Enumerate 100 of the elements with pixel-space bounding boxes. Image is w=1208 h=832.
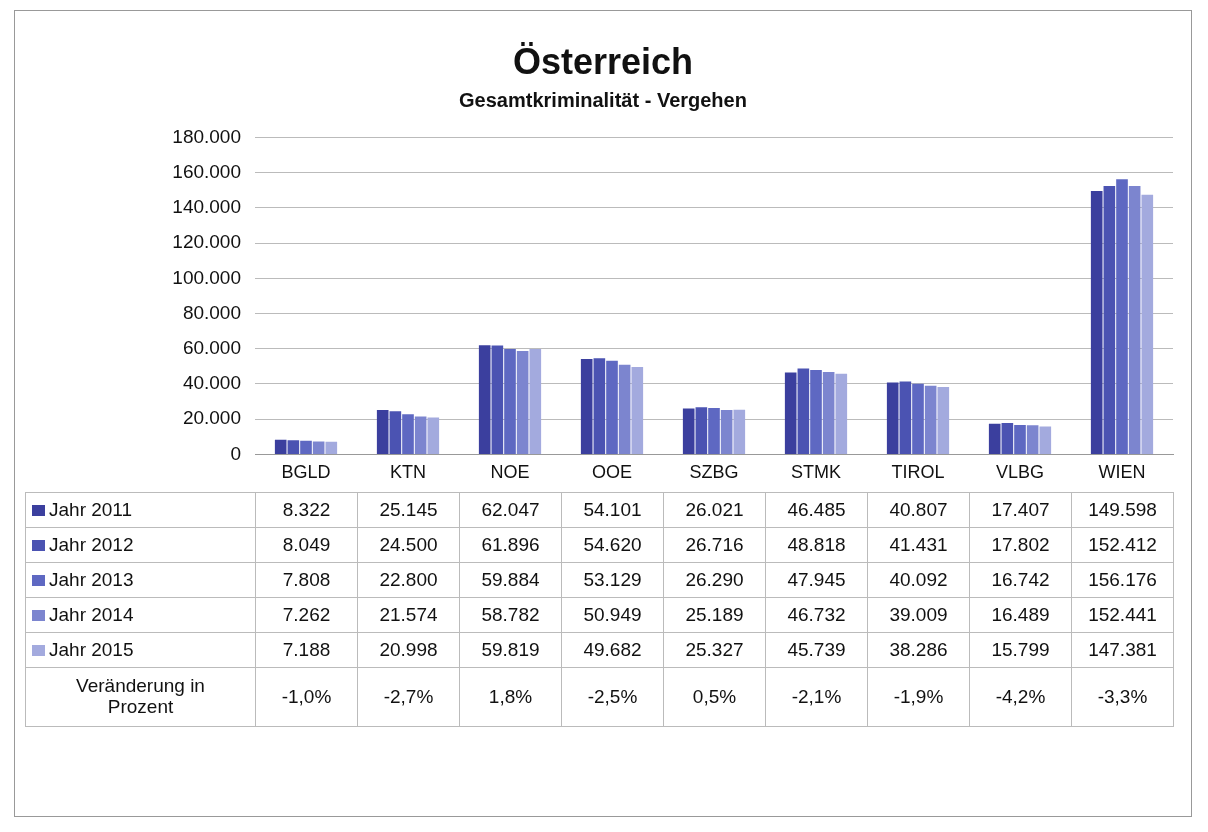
bar [1141, 194, 1154, 454]
x-tick-label: STMK [790, 462, 842, 483]
data-label: 54.620 [561, 527, 664, 563]
bar [287, 440, 300, 454]
bar [1026, 425, 1039, 454]
bar [1128, 185, 1141, 454]
bar [720, 410, 733, 454]
y-tick-label: 0 [230, 442, 241, 464]
text: -2,7% [357, 667, 460, 727]
x-tick-label: NOE [490, 462, 530, 483]
data-label: 21.574 [357, 597, 460, 633]
data-label: 26.716 [663, 527, 766, 563]
bar [491, 345, 504, 454]
text: -1,9% [867, 667, 970, 727]
bar [580, 359, 593, 454]
data-label: 24.500 [357, 527, 460, 563]
data-label: 26.021 [663, 492, 766, 528]
data-label: 147.381 [1071, 632, 1174, 668]
data-label: 8.322 [255, 492, 358, 528]
y-tick-label: 80.000 [182, 301, 241, 323]
y-tick-label: 180.000 [172, 125, 241, 147]
bar [733, 409, 746, 454]
bar [478, 345, 491, 454]
bar [899, 381, 912, 454]
y-tick-label: 40.000 [182, 372, 241, 394]
data-label: 25.145 [357, 492, 460, 528]
chart-title: Österreich [511, 41, 695, 83]
bar [504, 348, 516, 454]
text: -2,1% [765, 667, 868, 727]
data-label: 39.009 [867, 597, 970, 633]
bar [797, 368, 810, 454]
bar [708, 408, 720, 454]
y-tick-label: 100.000 [172, 266, 241, 288]
data-label: 40.092 [867, 562, 970, 598]
bar [695, 407, 708, 454]
bar [1103, 185, 1116, 454]
legend-label: Jahr 2011 [25, 492, 256, 528]
text: -4,2% [969, 667, 1072, 727]
legend-label: Jahr 2012 [25, 527, 256, 563]
bar [427, 417, 440, 454]
bar [606, 360, 618, 454]
x-tick-label: SZBG [689, 462, 739, 483]
y-tick-label: 160.000 [172, 160, 241, 182]
y-tick-label: 20.000 [182, 407, 241, 429]
data-label: 46.732 [765, 597, 868, 633]
x-tick-label: KTN [390, 462, 426, 483]
text: Veränderung in Prozent [25, 667, 256, 727]
data-label: 40.807 [867, 492, 970, 528]
data-label: 20.998 [357, 632, 460, 668]
bar [937, 386, 950, 454]
data-label: 25.189 [663, 597, 766, 633]
y-tick-label: 60.000 [182, 336, 241, 358]
data-label: 54.101 [561, 492, 664, 528]
bar [312, 441, 325, 454]
bar [1014, 424, 1026, 454]
x-tick-label: TIROL [891, 462, 945, 483]
bar [376, 410, 389, 454]
bar [810, 369, 822, 454]
data-label: 53.129 [561, 562, 664, 598]
legend-label: Jahr 2014 [25, 597, 256, 633]
bar [1001, 423, 1014, 454]
data-label: 7.262 [255, 597, 358, 633]
data-label: 7.808 [255, 562, 358, 598]
bar [389, 411, 402, 454]
bar [618, 364, 631, 454]
bar [912, 383, 924, 454]
bar [414, 416, 427, 454]
bar [886, 382, 899, 454]
x-tick-label: VLBG [995, 462, 1045, 483]
bar [529, 349, 542, 454]
y-tick-label: 140.000 [172, 196, 241, 218]
legend-label: Jahr 2015 [25, 632, 256, 668]
bar [300, 440, 312, 454]
bar [784, 372, 797, 454]
data-label: 46.485 [765, 492, 868, 528]
bar [325, 441, 338, 454]
text: 1,8% [459, 667, 562, 727]
data-label: 47.945 [765, 562, 868, 598]
bar [822, 372, 835, 454]
bar [1090, 190, 1103, 454]
bar [1116, 179, 1128, 454]
legend-label: Jahr 2013 [25, 562, 256, 598]
data-label: 15.799 [969, 632, 1072, 668]
bar [988, 423, 1001, 454]
data-label: 59.884 [459, 562, 562, 598]
bar [682, 408, 695, 454]
data-label: 62.047 [459, 492, 562, 528]
bar [835, 373, 848, 454]
text: -1,0% [255, 667, 358, 727]
data-label: 48.818 [765, 527, 868, 563]
data-label: 26.290 [663, 562, 766, 598]
data-label: 22.800 [357, 562, 460, 598]
y-tick-label: 120.000 [172, 231, 241, 253]
data-label: 149.598 [1071, 492, 1174, 528]
data-label: 17.407 [969, 492, 1072, 528]
data-label: 152.412 [1071, 527, 1174, 563]
x-tick-label: BGLD [281, 462, 331, 483]
text: -2,5% [561, 667, 664, 727]
data-label: 38.286 [867, 632, 970, 668]
bar [1039, 426, 1052, 454]
